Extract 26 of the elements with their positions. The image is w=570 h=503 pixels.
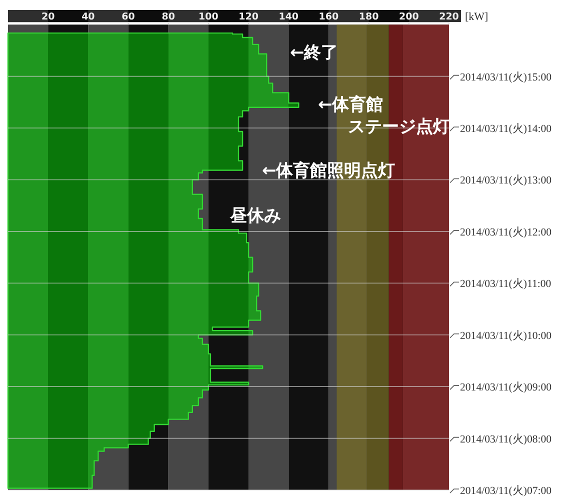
annotation: 昼休み [230, 206, 281, 226]
y-tick-label: 2014/03/11(火)14:00 [460, 122, 552, 136]
annotation: ←体育館 [318, 95, 384, 115]
y-tick-label: 2014/03/11(火)08:00 [460, 432, 552, 446]
y-tick-label: 2014/03/11(火)10:00 [460, 328, 552, 342]
y-tick-label: 2014/03/11(火)07:00 [460, 484, 552, 497]
annotation: ステージ点灯 [348, 117, 450, 137]
x-tick-label: 200 [398, 12, 420, 22]
x-tick-label: 20 [41, 12, 56, 22]
x-tick-label: 160 [318, 12, 340, 22]
annotation: ←体育館照明点灯 [262, 161, 396, 181]
y-tick-label: 2014/03/11(火)11:00 [460, 277, 552, 290]
x-tick-label: 140 [278, 12, 299, 22]
x-tick-label: 120 [238, 12, 259, 22]
x-tick-label: 80 [162, 12, 176, 22]
x-tick-label: 100 [198, 12, 219, 22]
y-tick-label: 2014/03/11(火)15:00 [460, 70, 552, 84]
x-tick-label: 40 [82, 12, 96, 22]
y-tick-label: 2014/03/11(火)12:00 [460, 225, 552, 238]
x-tick-label: 180 [358, 12, 380, 22]
x-axis-title: [kW] [465, 11, 488, 23]
annotation: ←終了 [290, 43, 338, 63]
y-tick-label: 2014/03/11(火)13:00 [460, 174, 552, 187]
y-tick-label: 2014/03/11(火)09:00 [460, 380, 552, 394]
x-tick-label: 60 [122, 12, 136, 22]
x-tick-label: 220 [439, 12, 460, 22]
